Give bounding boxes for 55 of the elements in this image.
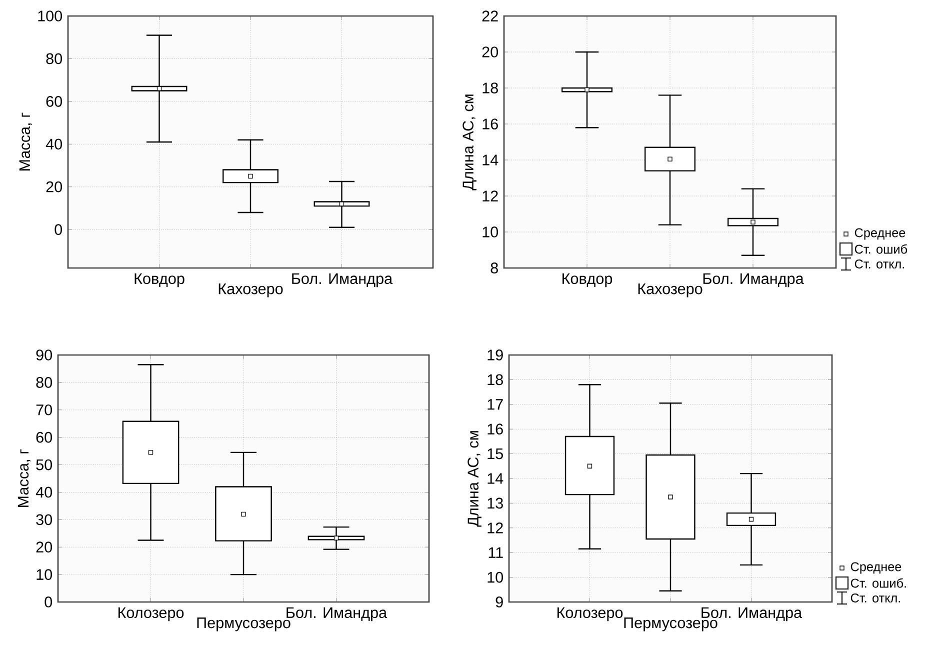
y-tick-label: 18 (482, 82, 498, 94)
y-tick-label: 15 (488, 448, 503, 460)
y-tick-label: 20 (36, 542, 52, 553)
y-axis-title: Длина АС, см (462, 94, 476, 190)
y-tick-label: 70 (36, 404, 52, 416)
y-tick-label: 0 (44, 596, 52, 608)
x-tick-label: Ковдор (562, 273, 612, 288)
y-tick-label: 8 (490, 262, 498, 274)
text: Ст. ошиб (854, 244, 908, 254)
y-tick-label: 10 (488, 572, 504, 583)
y-tick-label: 16 (482, 118, 498, 130)
x-tick-label: Бол. Имандра (292, 273, 393, 288)
y-axis-title: Масса, г (19, 112, 32, 170)
y-tick-label: 60 (36, 432, 52, 443)
x-tick-label: Бол. Имандра (703, 273, 804, 288)
y-tick-label: 12 (482, 190, 498, 202)
y-tick-label: 60 (46, 96, 62, 107)
y-tick-label: 17 (488, 399, 503, 410)
x-tick-label: Кахозеро (638, 284, 702, 298)
y-tick-label: 10 (36, 569, 52, 580)
text: Ст. ошиб. (850, 578, 906, 588)
y-tick-label: 18 (488, 374, 503, 386)
y-tick-label: 11 (488, 547, 503, 558)
y-tick-label: 30 (36, 514, 52, 526)
y-axis-title: Масса, г (18, 449, 30, 507)
y-tick-label: 22 (482, 10, 498, 22)
y-axis-title: Длина АС, см (468, 431, 482, 527)
y-tick-label: 80 (36, 377, 52, 388)
y-tick-label: 14 (488, 473, 504, 484)
y-tick-label: 80 (46, 53, 62, 64)
y-tick-label: 13 (488, 498, 503, 509)
y-tick-label: 50 (36, 459, 52, 470)
x-tick-label: Кахозеро (218, 284, 283, 298)
x-tick-label: Ковдор (134, 273, 184, 288)
text: Среднее (850, 562, 902, 574)
y-tick-label: 100 (38, 10, 62, 22)
text: Ст. откл. (854, 260, 904, 268)
y-tick-label: 12 (488, 522, 503, 534)
y-tick-label: 10 (482, 226, 498, 238)
y-tick-label: 40 (36, 486, 52, 498)
y-tick-label: 90 (36, 350, 52, 360)
text: Среднее (854, 228, 906, 240)
y-tick-label: 20 (46, 181, 62, 192)
x-tick-label: Пермусозеро (197, 618, 290, 632)
x-tick-label: Колозеро (557, 607, 623, 622)
text: Ст. откл. (850, 594, 900, 602)
x-tick-label: Пермусозеро (624, 618, 718, 632)
y-tick-label: 9 (496, 596, 503, 608)
y-tick-label: 16 (488, 424, 503, 435)
y-tick-label: 40 (46, 138, 62, 150)
y-tick-label: 0 (54, 224, 62, 235)
y-tick-label: 20 (482, 46, 498, 58)
y-tick-label: 19 (488, 350, 503, 360)
y-tick-label: 14 (482, 154, 498, 166)
x-tick-label: Колозеро (118, 607, 184, 622)
